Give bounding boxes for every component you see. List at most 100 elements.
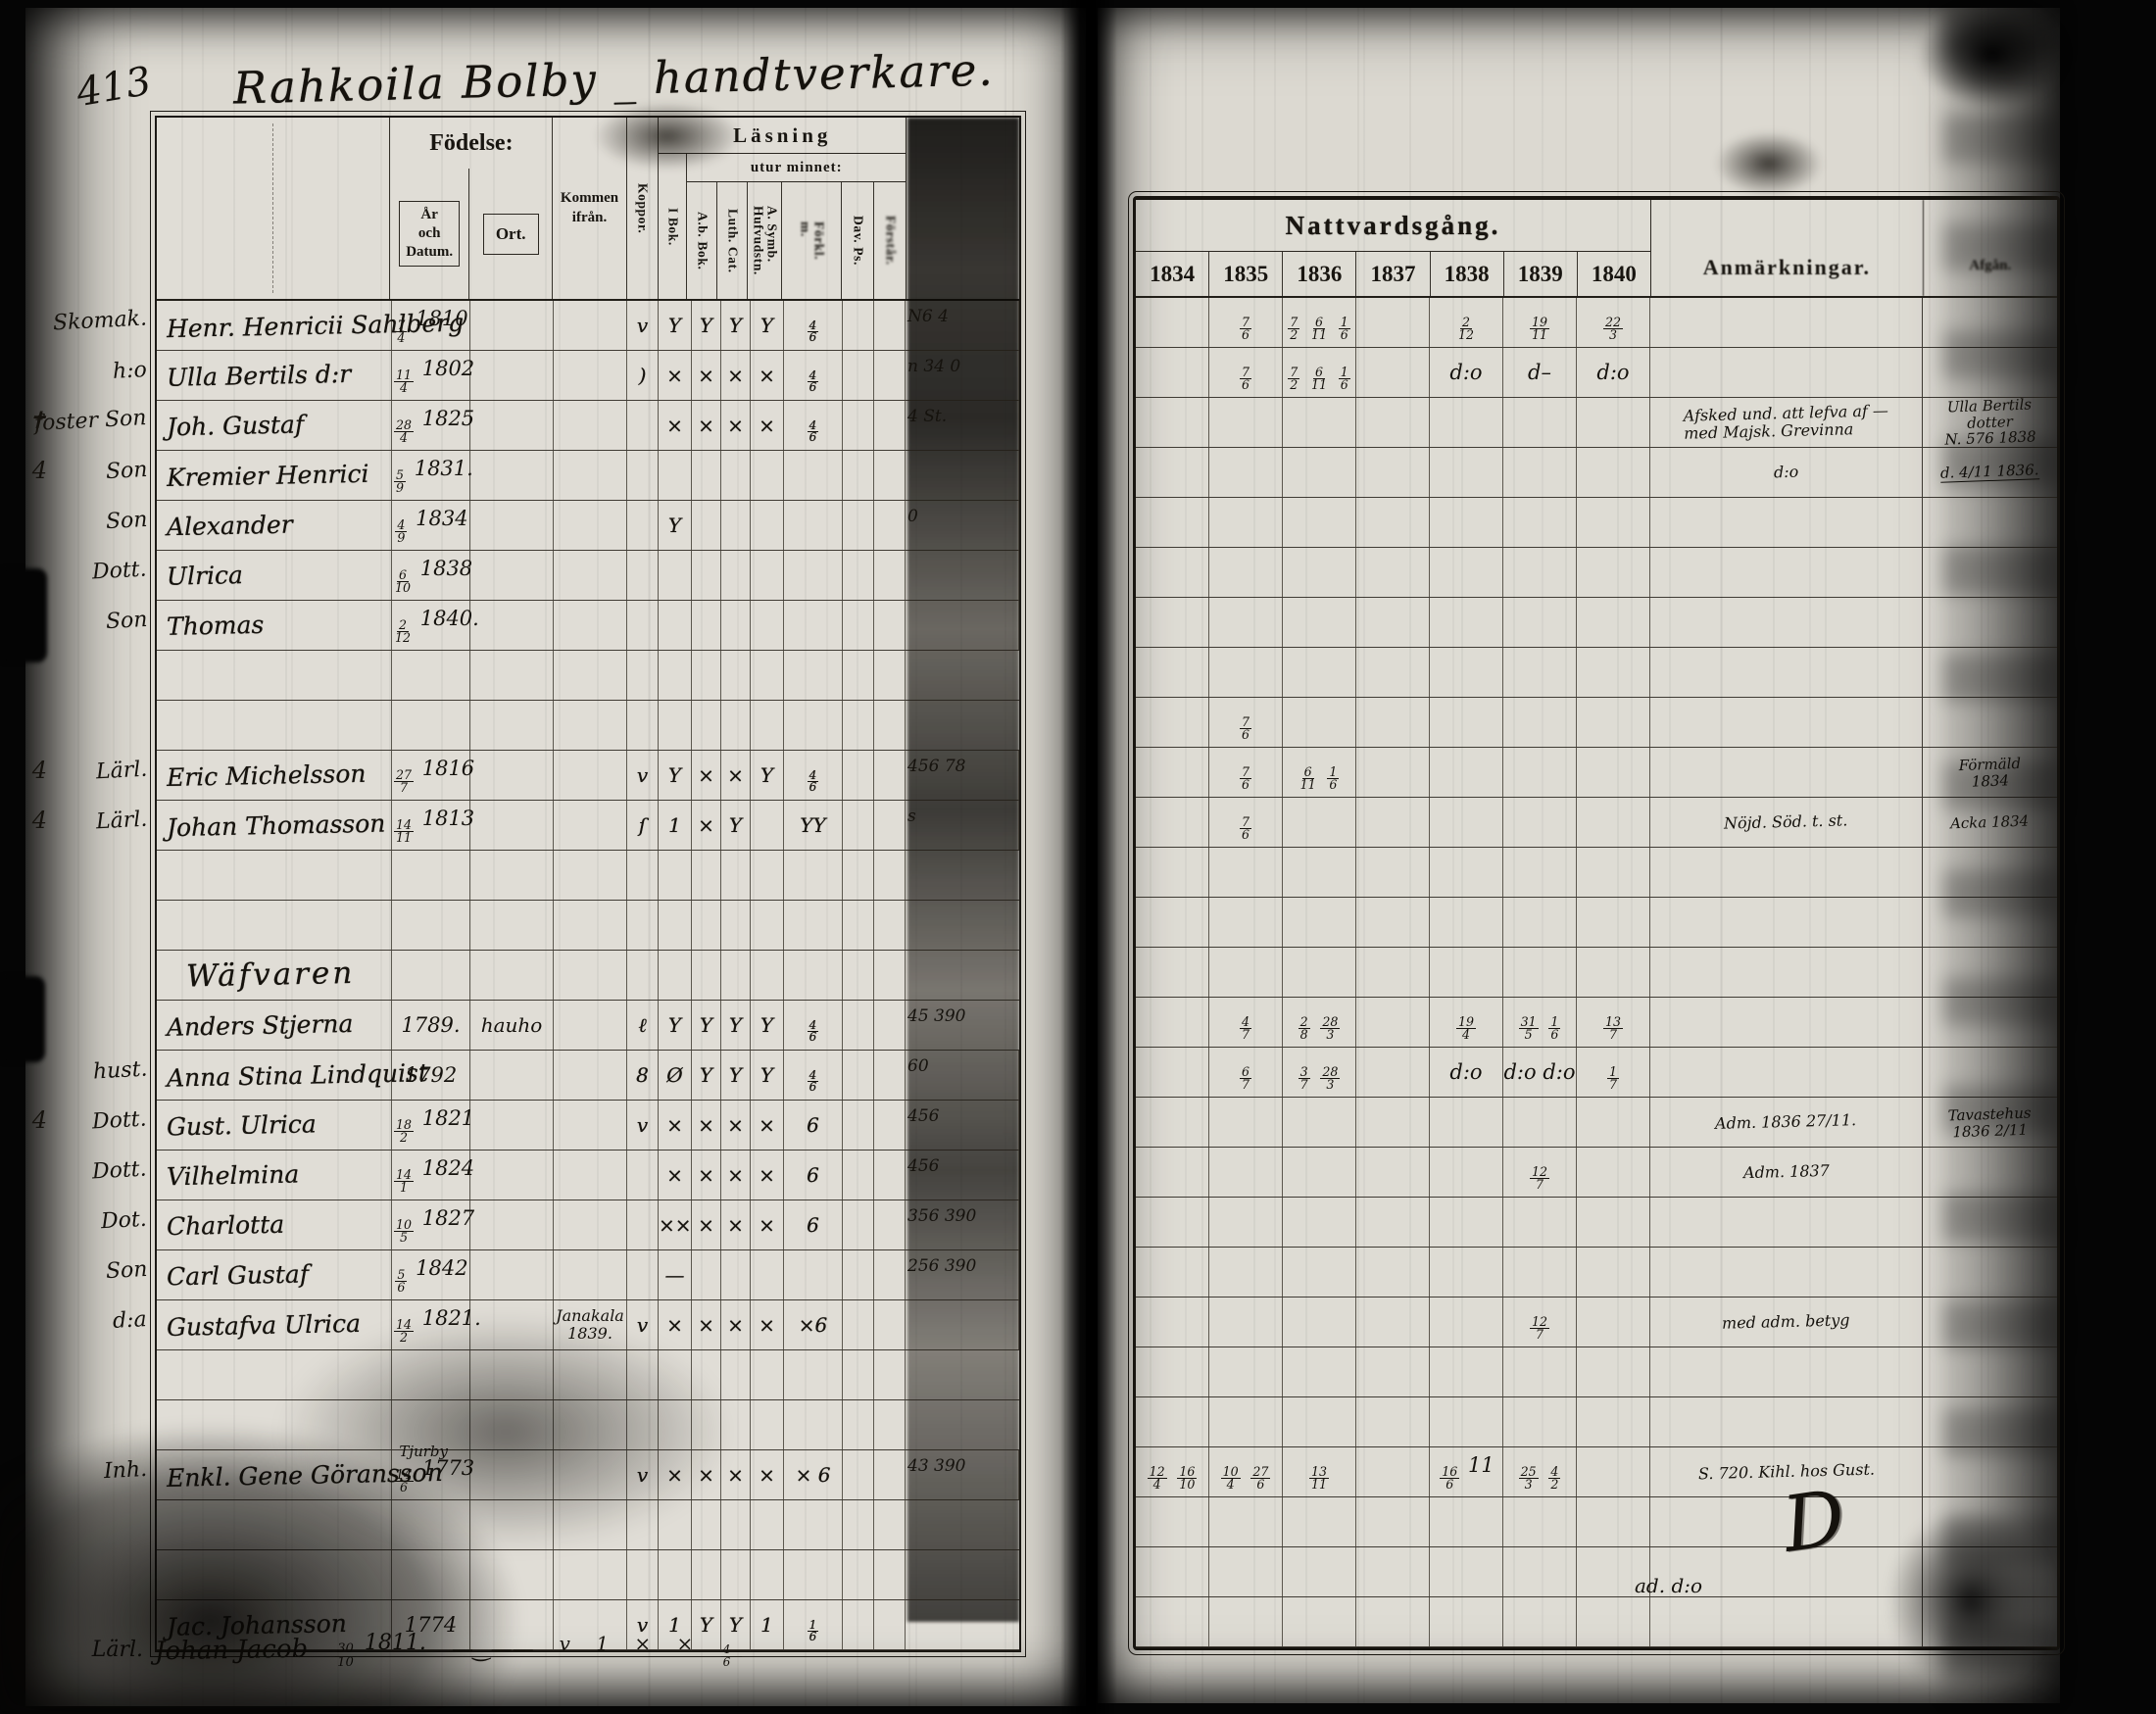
- handwritten-value: Y: [667, 514, 682, 537]
- communion-cell: [1209, 448, 1283, 497]
- communion-cell: [1577, 1248, 1650, 1297]
- communion-cell: [1577, 398, 1650, 447]
- person-name: Anna Stina Lindquist: [166, 1057, 429, 1093]
- table-row: [1136, 1497, 2057, 1547]
- cell-name: Henr. Henricii Sahlberg: [157, 301, 465, 350]
- year-header: 1836: [1283, 252, 1357, 296]
- table-row: 7 6 Nöjd. Söd. t. st. Acka 1834: [1136, 798, 2057, 848]
- year-header: 1840: [1591, 261, 1637, 286]
- handwritten-value: v: [636, 1113, 649, 1137]
- communion-cell: [1283, 698, 1356, 747]
- cell: [751, 951, 784, 1000]
- person-name: Enkl. Gene Göransson: [166, 1457, 444, 1493]
- cell-score: [906, 1500, 1019, 1549]
- cell: [874, 1500, 906, 1549]
- fraction: 10 5: [394, 1216, 415, 1245]
- table-row: [1136, 648, 2057, 698]
- table-row: Enkl. Gene Göransson Tjurby 14 6 1773 v × × × × ×…: [103, 1443, 1019, 1500]
- fraction: 14 2: [394, 1316, 415, 1345]
- margin-label: Dott.: [91, 557, 148, 585]
- right-table-header: Nattvardsgång. 1834 1835 1836 1837 1838 1839 1…: [1136, 200, 2057, 298]
- communion-cell: [1136, 548, 1209, 597]
- handwritten-value: 16 6 11: [1440, 1453, 1494, 1492]
- fraction: 13 11: [1308, 1463, 1330, 1492]
- communion-cell: [1430, 598, 1503, 647]
- cell-score: n 34 0: [906, 351, 1019, 400]
- fraction: 28 4: [394, 416, 415, 445]
- handwritten-value: ×: [759, 414, 775, 437]
- header-communion-label: Nattvardsgång.: [1136, 200, 1650, 252]
- communion-cell: [1356, 398, 1430, 447]
- handwritten-value: 14 11 1813: [394, 807, 475, 845]
- departed-cell: [1923, 1148, 2057, 1197]
- departed-cell: Acka 1834: [1923, 798, 2057, 847]
- cell: [659, 901, 692, 950]
- communion-cell: [1283, 1597, 1356, 1646]
- fraction: 22 3: [1602, 314, 1624, 342]
- handwritten-value: 6: [807, 1213, 819, 1237]
- communion-cell: [1430, 748, 1503, 797]
- cell: ×: [692, 1300, 721, 1349]
- communion-cell: [1136, 1497, 1209, 1546]
- cell: [470, 1300, 554, 1349]
- communion-cell: 13 7: [1577, 998, 1650, 1047]
- communion-cell: [1283, 1248, 1356, 1297]
- cell: [392, 951, 470, 1000]
- handwritten-value: ×: [698, 414, 714, 437]
- edge-blot: [0, 976, 45, 1062]
- handwritten-value: 18 2 1821: [394, 1106, 475, 1145]
- cell: [843, 1500, 874, 1549]
- communion-cell: [1503, 948, 1577, 997]
- cell: [470, 1051, 554, 1100]
- handwritten-value: ×: [666, 414, 683, 437]
- remarks-cell: [1650, 648, 1923, 697]
- cell: [627, 1200, 659, 1249]
- score-note: s: [907, 807, 916, 826]
- cell: Y: [751, 1051, 784, 1100]
- cell: [843, 851, 874, 900]
- communion-cell: [1356, 898, 1430, 947]
- cell: ×: [751, 1101, 784, 1150]
- cell: [784, 1350, 843, 1399]
- communion-cell: [1356, 1347, 1430, 1396]
- cell: [692, 1550, 721, 1599]
- departed-cell: Ulla Bertils dotter N. 576 1838: [1923, 396, 2057, 449]
- communion-cell: [1356, 748, 1430, 797]
- remarks-cell: S. 720. Kihl. hos Gust.: [1650, 1447, 1923, 1496]
- communion-cell: [1503, 898, 1577, 947]
- communion-cell: [1136, 898, 1209, 947]
- communion-cell: [1577, 1597, 1650, 1646]
- cell: ×: [721, 1450, 751, 1499]
- cell: [843, 501, 874, 550]
- cell: [470, 1151, 554, 1200]
- cell: [721, 701, 751, 750]
- communion-cell: [1136, 1547, 1209, 1596]
- table-row: [1136, 1347, 2057, 1397]
- communion-cell: [1503, 1597, 1577, 1646]
- departed-cell: [1923, 598, 2057, 647]
- handwritten-value: d:o: [1449, 361, 1483, 384]
- remarks-cell: [1650, 748, 1923, 797]
- communion-cell: [1356, 1597, 1430, 1646]
- fraction: 12 4: [1147, 1463, 1167, 1492]
- margin-label: Lärl.: [95, 757, 148, 785]
- communion-cell: [1430, 1497, 1503, 1546]
- communion-cell: [1283, 1547, 1356, 1596]
- departed-note: Förmäld 1834: [1958, 754, 2022, 790]
- remarks-cell: [1650, 998, 1923, 1047]
- communion-cell: [1430, 798, 1503, 847]
- cell-score: [906, 701, 1019, 750]
- table-row: Eric Michelsson 27 7 1816 v Y × × Y 4 6 456 78 Lärl…: [32, 751, 1019, 801]
- cell-name: Anna Stina Lindquist: [157, 1051, 428, 1100]
- cell: [843, 1300, 874, 1349]
- cell: Y: [721, 1001, 751, 1050]
